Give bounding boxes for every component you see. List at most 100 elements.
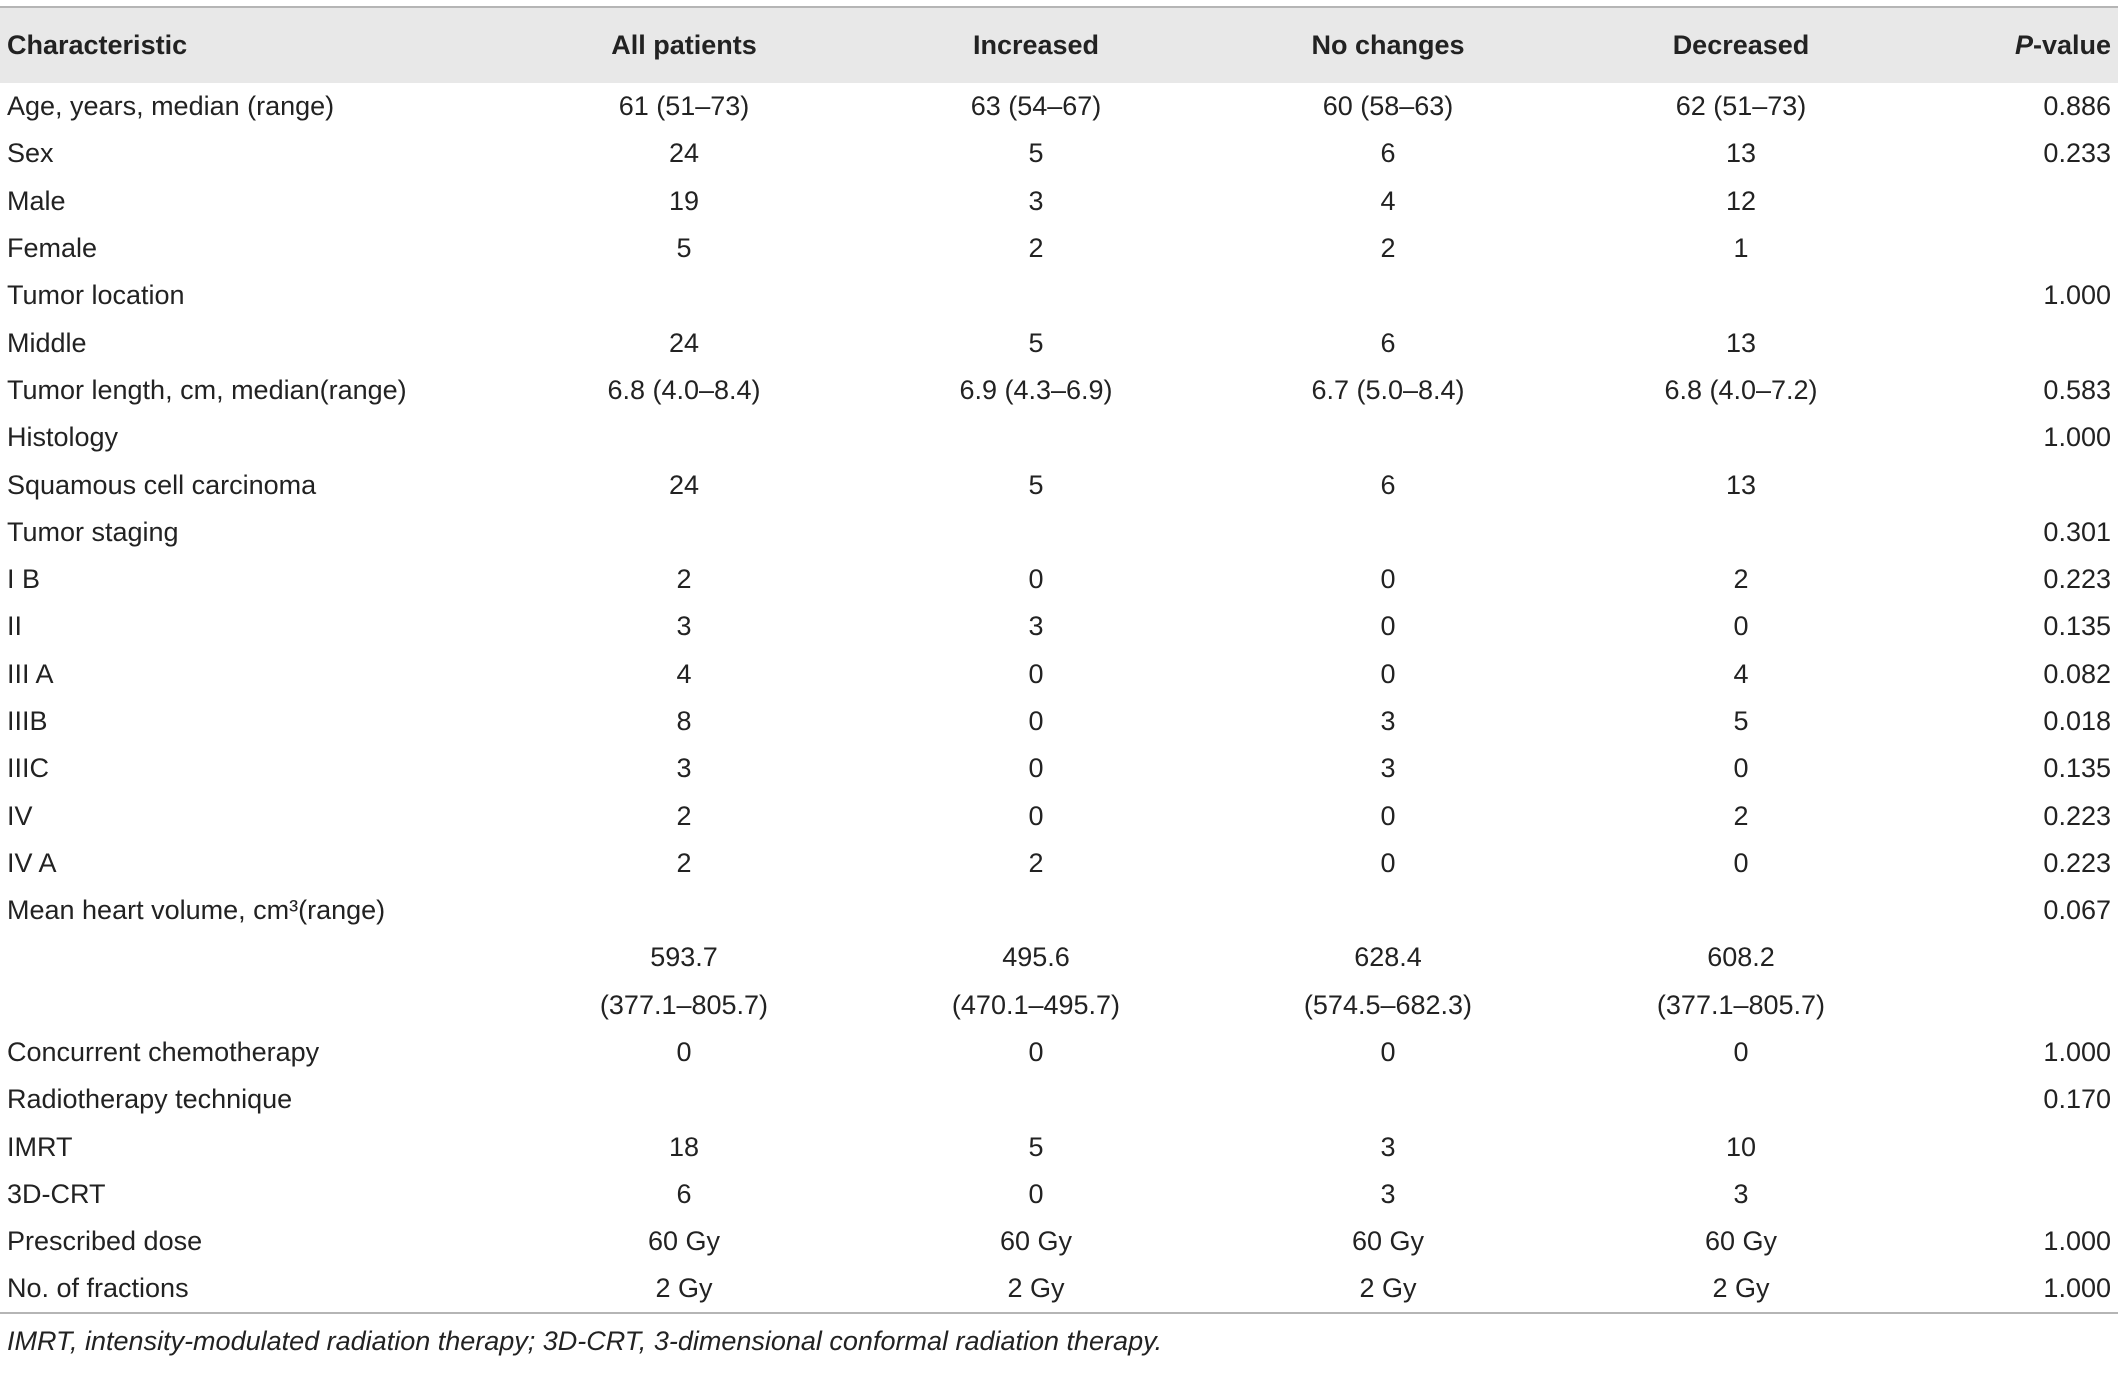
table-cell: 3	[1380, 1131, 1396, 1162]
table-cell	[0, 934, 500, 981]
table-cell: 5	[1028, 138, 1044, 169]
table-cell: Tumor length, cm, median(range)	[7, 374, 407, 405]
table-cell: 0.082	[2043, 658, 2111, 689]
table-cell: 0	[1380, 847, 1396, 878]
table-cell: 6.8 (4.0–7.2)	[1664, 374, 1818, 405]
table-cell: 0.301	[2043, 516, 2111, 547]
table-cell: 6.9 (4.3–6.9)	[959, 374, 1113, 405]
table-cell: Sex	[7, 138, 54, 169]
table-row: 3D-CRT 6 0 3 3	[0, 1171, 2118, 1218]
table-cell: 0.233	[2043, 138, 2111, 169]
table-cell	[1572, 1076, 1910, 1123]
table-row: IIIC 3 0 3 0 0.135	[0, 745, 2118, 792]
table-cell: 3	[1028, 611, 1044, 642]
table-cell: Radiotherapy technique	[7, 1084, 293, 1115]
table-cell: 2 Gy	[1007, 1273, 1065, 1304]
table-row: Age, years, median (range) 61 (51–73) 63 (…	[0, 83, 2118, 130]
table-row: I B 2 0 0 2 0.223	[0, 556, 2118, 603]
table-cell: 3	[1380, 753, 1396, 784]
table-row: Male 19 3 4 12	[0, 178, 2118, 225]
table-cell: IV	[7, 800, 33, 831]
table-cell	[1910, 178, 2118, 225]
table-cell: 495.6	[1002, 942, 1070, 973]
table-cell	[868, 1076, 1204, 1123]
table-cell: 1.000	[2043, 1037, 2111, 1068]
table-cell	[1910, 225, 2118, 272]
table-cell: Tumor staging	[7, 516, 179, 547]
table-cell: 0	[1028, 1037, 1044, 1068]
table-row: Middle 24 5 6 13	[0, 319, 2118, 366]
table-row: 593.7 495.6 628.4 608.2	[0, 934, 2118, 981]
table-cell	[1910, 319, 2118, 366]
table-cell: Prescribed dose	[7, 1226, 203, 1257]
table-row: IMRT 18 5 3 10	[0, 1124, 2118, 1171]
table-row: Tumor length, cm, median(range) 6.8 (4.0–…	[0, 367, 2118, 414]
table-cell: 628.4	[1354, 942, 1422, 973]
table-cell: 61 (51–73)	[618, 91, 750, 122]
table-cell: 4	[1733, 658, 1749, 689]
table-cell: 3	[1380, 1178, 1396, 1209]
table-cell: 1.000	[2043, 280, 2111, 311]
table-row: Histology 1.000	[0, 414, 2118, 461]
table-cell: 0.223	[2043, 800, 2111, 831]
table-cell	[1204, 272, 1572, 319]
table-cell	[1204, 1076, 1572, 1123]
table-cell: 2	[1028, 847, 1044, 878]
table-cell: Female	[7, 233, 98, 264]
header-cell: Decreased	[1572, 7, 1910, 83]
table-cell: 62 (51–73)	[1675, 91, 1807, 122]
table-cell: 19	[668, 185, 700, 216]
table-cell	[1572, 509, 1910, 556]
table-cell	[868, 272, 1204, 319]
table-cell: 12	[1725, 185, 1757, 216]
table-row: Prescribed dose 60 Gy 60 Gy 60 Gy 60 Gy 1.000	[0, 1218, 2118, 1265]
table-cell: 6	[676, 1178, 692, 1209]
table-row: III A 4 0 0 4 0.082	[0, 651, 2118, 698]
table-row: II 3 3 0 0 0.135	[0, 603, 2118, 650]
table-cell: 60 Gy	[647, 1226, 721, 1257]
table-cell: III A	[7, 658, 54, 689]
table-cell: 2	[1380, 233, 1396, 264]
table-cell	[0, 982, 500, 1029]
table-cell: 0	[1733, 1037, 1749, 1068]
table-cell	[1204, 414, 1572, 461]
table-cell: 2 Gy	[655, 1273, 713, 1304]
table-row: Tumor staging 0.301	[0, 509, 2118, 556]
table-cell: 608.2	[1707, 942, 1775, 973]
table-cell: 6.7 (5.0–8.4)	[1311, 374, 1465, 405]
header-text: Decreased	[1672, 30, 1810, 60]
table-row: IV 2 0 0 2 0.223	[0, 792, 2118, 839]
table-cell: 13	[1725, 138, 1757, 169]
table-cell: 0.135	[2043, 611, 2111, 642]
table-cell: 3	[676, 753, 692, 784]
table-cell: Histology	[7, 422, 119, 453]
header-cell: P-value	[1910, 7, 2118, 83]
table-cell: 3D-CRT	[7, 1178, 106, 1209]
table-cell: 3	[1028, 185, 1044, 216]
header-text: No changes	[1311, 30, 1465, 60]
table-cell	[500, 272, 868, 319]
table-cell: 6.8 (4.0–8.4)	[607, 374, 761, 405]
header-row: Characteristic All patients Increased No ch…	[0, 7, 2118, 83]
table-cell: 13	[1725, 469, 1757, 500]
table-cell: 60 Gy	[1704, 1226, 1778, 1257]
table-cell: 8	[676, 706, 692, 736]
table-cell: 10	[1725, 1131, 1757, 1162]
table-cell: 0	[1733, 611, 1749, 642]
table-row: Squamous cell carcinoma 24 5 6 13	[0, 461, 2118, 508]
table-row: No. of fractions 2 Gy 2 Gy 2 Gy 2 Gy 1.000	[0, 1265, 2118, 1313]
table-cell: 13	[1725, 327, 1757, 358]
table-cell: 5	[1733, 706, 1749, 736]
table-cell: 3	[676, 611, 692, 642]
table-cell: 2	[1028, 233, 1044, 264]
table-cell: 3	[1380, 706, 1396, 736]
table-cell: 60 Gy	[1351, 1226, 1425, 1257]
table-cell: 0	[1733, 847, 1749, 878]
table-cell: 0	[1380, 800, 1396, 831]
table-cell: 1	[1733, 233, 1749, 264]
table-cell: 0	[1028, 800, 1044, 831]
table-cell: 0.223	[2043, 847, 2111, 878]
footnote: IMRT, intensity-modulated radiation ther…	[7, 1325, 1163, 1356]
table-cell: (377.1–805.7)	[1656, 989, 1826, 1020]
table-row: Tumor location 1.000	[0, 272, 2118, 319]
